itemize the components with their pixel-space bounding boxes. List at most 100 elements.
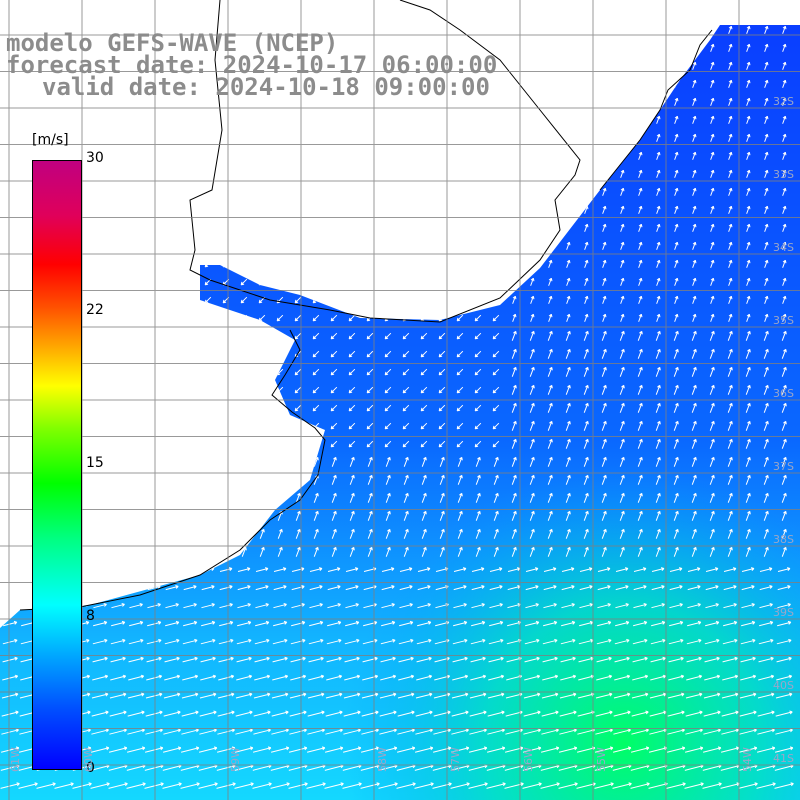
wind-arrow — [24, 188, 32, 196]
wind-arrow — [512, 241, 517, 250]
wind-arrow — [774, 746, 794, 753]
wind-arrow — [255, 585, 269, 591]
wind-arrow — [673, 384, 679, 395]
wind-arrow — [25, 510, 31, 521]
wind-arrow — [566, 133, 571, 142]
wind-arrow — [781, 384, 787, 395]
wind-arrow — [673, 438, 679, 449]
wind-arrow — [613, 692, 631, 699]
wind-arrow — [759, 602, 773, 609]
wind-arrow — [710, 61, 715, 70]
wind-arrow — [420, 440, 428, 448]
wind-arrow — [384, 188, 392, 196]
wind-arrow — [294, 260, 302, 268]
wind-arrow — [691, 492, 697, 503]
wind-arrow — [186, 206, 194, 214]
wind-arrow — [450, 746, 470, 753]
wind-arrow — [205, 546, 211, 557]
wind-arrow — [709, 546, 715, 557]
wind-arrow — [614, 638, 630, 645]
wind-arrow — [384, 440, 392, 448]
wind-arrow — [168, 440, 176, 448]
wind-arrow — [637, 348, 643, 359]
wind-arrow — [186, 332, 194, 340]
wind-arrow — [746, 223, 751, 232]
wind-arrow — [366, 350, 374, 358]
wind-arrow — [362, 638, 378, 645]
wind-arrow — [145, 728, 163, 735]
wind-arrow — [366, 206, 374, 214]
wind-arrow — [745, 528, 751, 539]
wind-arrow — [186, 278, 194, 286]
wind-arrow — [774, 782, 794, 789]
wind-arrow — [96, 188, 104, 196]
wind-arrow — [728, 259, 733, 268]
wind-arrow — [308, 674, 325, 681]
wind-arrow — [474, 350, 482, 358]
wind-arrow — [295, 492, 301, 503]
wind-arrow — [692, 151, 697, 160]
wind-arrow — [366, 440, 374, 448]
wind-arrow — [6, 368, 14, 376]
wind-arrow — [348, 368, 356, 376]
wind-arrow — [529, 474, 535, 485]
wind-arrow — [187, 546, 193, 557]
wind-arrow — [168, 296, 176, 304]
wind-arrow — [258, 332, 266, 340]
wind-arrow — [384, 260, 392, 268]
wind-arrow — [205, 528, 211, 539]
wind-arrow — [361, 710, 379, 717]
wind-arrow — [25, 546, 31, 557]
wind-arrow — [615, 585, 629, 591]
wind-arrow — [710, 97, 715, 106]
wind-arrow — [565, 546, 571, 557]
wind-arrow — [723, 567, 737, 573]
wind-arrow — [687, 602, 701, 609]
wind-arrow — [511, 348, 517, 359]
wind-arrow — [397, 728, 415, 735]
wind-arrow — [541, 710, 559, 717]
wind-arrow — [165, 567, 179, 573]
wind-arrow — [746, 151, 751, 160]
wind-arrow — [511, 546, 517, 557]
wind-arrow — [366, 260, 374, 268]
wind-arrow — [204, 242, 212, 250]
wind-arrow — [399, 602, 413, 609]
wind-arrow — [420, 350, 428, 358]
wind-arrow — [601, 474, 607, 485]
wind-arrow — [438, 296, 446, 304]
wind-arrow — [402, 152, 410, 160]
wind-arrow — [710, 277, 715, 286]
wind-arrow — [619, 402, 625, 413]
wind-arrow — [650, 674, 667, 681]
wind-arrow — [235, 710, 253, 717]
wind-arrow — [685, 728, 703, 735]
wind-arrow — [145, 710, 163, 717]
wind-arrow — [276, 278, 284, 286]
wind-arrow — [602, 205, 607, 214]
wind-arrow — [456, 332, 464, 340]
wind-arrow — [258, 260, 266, 268]
wind-arrow — [218, 674, 235, 681]
wind-arrow — [764, 169, 769, 178]
wind-arrow — [655, 330, 661, 341]
wind-arrow — [24, 314, 32, 322]
wind-arrow — [417, 567, 431, 573]
wind-arrow — [492, 188, 500, 196]
wind-arrow — [198, 782, 218, 789]
wind-arrow — [456, 188, 464, 196]
wind-arrow — [366, 188, 374, 196]
wind-arrow — [6, 314, 14, 322]
wind-arrow — [384, 350, 392, 358]
wind-arrow — [745, 492, 751, 503]
wind-arrow — [186, 170, 194, 178]
wind-arrow — [150, 242, 158, 250]
wind-arrow — [468, 746, 488, 753]
wind-arrow — [294, 296, 302, 304]
wind-arrow — [433, 710, 451, 717]
wind-arrow — [560, 638, 576, 645]
wind-arrow — [492, 314, 500, 322]
wind-arrow — [673, 366, 679, 377]
wind-arrow — [638, 169, 643, 178]
wind-arrow — [18, 782, 38, 789]
